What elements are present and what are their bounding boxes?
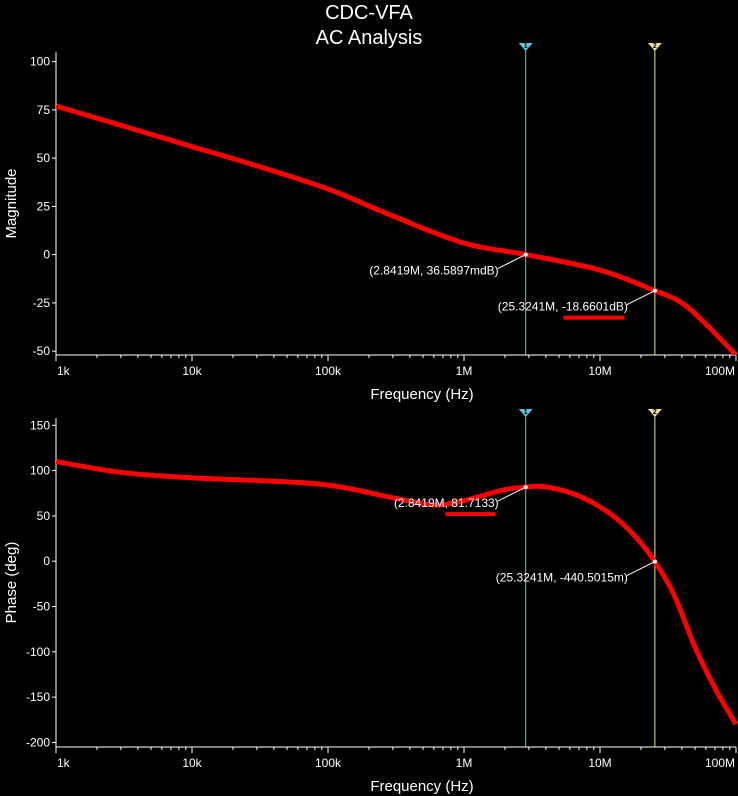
x-tick-label: 1M bbox=[456, 756, 473, 770]
cursor-1-leader bbox=[497, 254, 526, 270]
y-tick-label: -25 bbox=[33, 296, 51, 310]
y-axis-label: Phase (deg) bbox=[3, 542, 20, 624]
cursor-2-flag-number: 2 bbox=[653, 43, 657, 50]
y-tick-label: -200 bbox=[26, 735, 50, 749]
x-tick-label: 10k bbox=[182, 756, 202, 770]
x-tick-label: 1k bbox=[57, 364, 71, 378]
chart-title-line1: CDC-VFA bbox=[325, 2, 413, 24]
x-tick-label: 100M bbox=[705, 756, 735, 770]
y-tick-label: 100 bbox=[30, 464, 50, 478]
cursor-2-leader bbox=[626, 561, 656, 577]
cursor-2-readout: (25.3241M, -18.6601dB) bbox=[498, 300, 628, 314]
x-tick-label: 100M bbox=[705, 364, 735, 378]
y-tick-label: 100 bbox=[30, 55, 50, 69]
y-tick-label: -100 bbox=[26, 645, 50, 659]
y-tick-label: 0 bbox=[43, 554, 50, 568]
y-axis-label: Magnitude bbox=[3, 168, 20, 238]
cursor-2-flag-icon bbox=[647, 43, 662, 51]
y-tick-label: 50 bbox=[37, 151, 51, 165]
y-tick-label: 50 bbox=[37, 509, 51, 523]
cursor-2-leader bbox=[626, 290, 656, 306]
y-tick-label: 0 bbox=[43, 248, 50, 262]
x-tick-label: 10k bbox=[182, 364, 202, 378]
cursor-1-readout: (2.8419M, 36.5897mdB) bbox=[369, 264, 498, 278]
y-tick-label: 25 bbox=[37, 199, 51, 213]
x-tick-label: 10M bbox=[588, 364, 611, 378]
phase-panel: 150 100 50 0 -50 -100 -150 -200 1k 10k 100k 1M 10M 10… bbox=[3, 409, 738, 795]
cursor-1-flag-number: 1 bbox=[524, 43, 528, 50]
cursor-2-flag-number: 2 bbox=[653, 409, 657, 416]
cursor-1-leader bbox=[497, 486, 526, 502]
y-tick-label: -150 bbox=[26, 690, 50, 704]
x-axis-label: Frequency (Hz) bbox=[370, 778, 473, 795]
y-tick-label: -50 bbox=[33, 344, 51, 358]
x-tick-label: 100k bbox=[315, 364, 342, 378]
cursor-1-flag-icon bbox=[518, 409, 533, 417]
cursor-1-flag-icon bbox=[518, 43, 533, 51]
x-tick-label: 10M bbox=[588, 756, 611, 770]
magnitude-panel: 100 75 50 25 0 -25 -50 1k 10k 100k 1M 10M 100M Freque… bbox=[3, 43, 738, 403]
series-trace-line bbox=[56, 459, 738, 726]
x-tick-label: 1M bbox=[456, 364, 473, 378]
x-tick-label: 100k bbox=[315, 756, 342, 770]
y-tick-label: -50 bbox=[33, 600, 51, 614]
cursor-2-flag-icon bbox=[647, 409, 662, 417]
series-trace-line bbox=[56, 103, 738, 355]
x-tick-label: 1k bbox=[57, 756, 71, 770]
y-tick-label: 75 bbox=[37, 103, 51, 117]
y-tick-label: 150 bbox=[30, 418, 50, 432]
x-axis-label: Frequency (Hz) bbox=[370, 386, 473, 403]
cursor-1-flag-number: 1 bbox=[524, 409, 528, 416]
cursor-2-readout: (25.3241M, -440.5015m) bbox=[496, 571, 628, 585]
chart-title-line2: AC Analysis bbox=[316, 27, 423, 49]
cursor-1-readout: (2.8419M, 81.7133) bbox=[394, 496, 499, 510]
